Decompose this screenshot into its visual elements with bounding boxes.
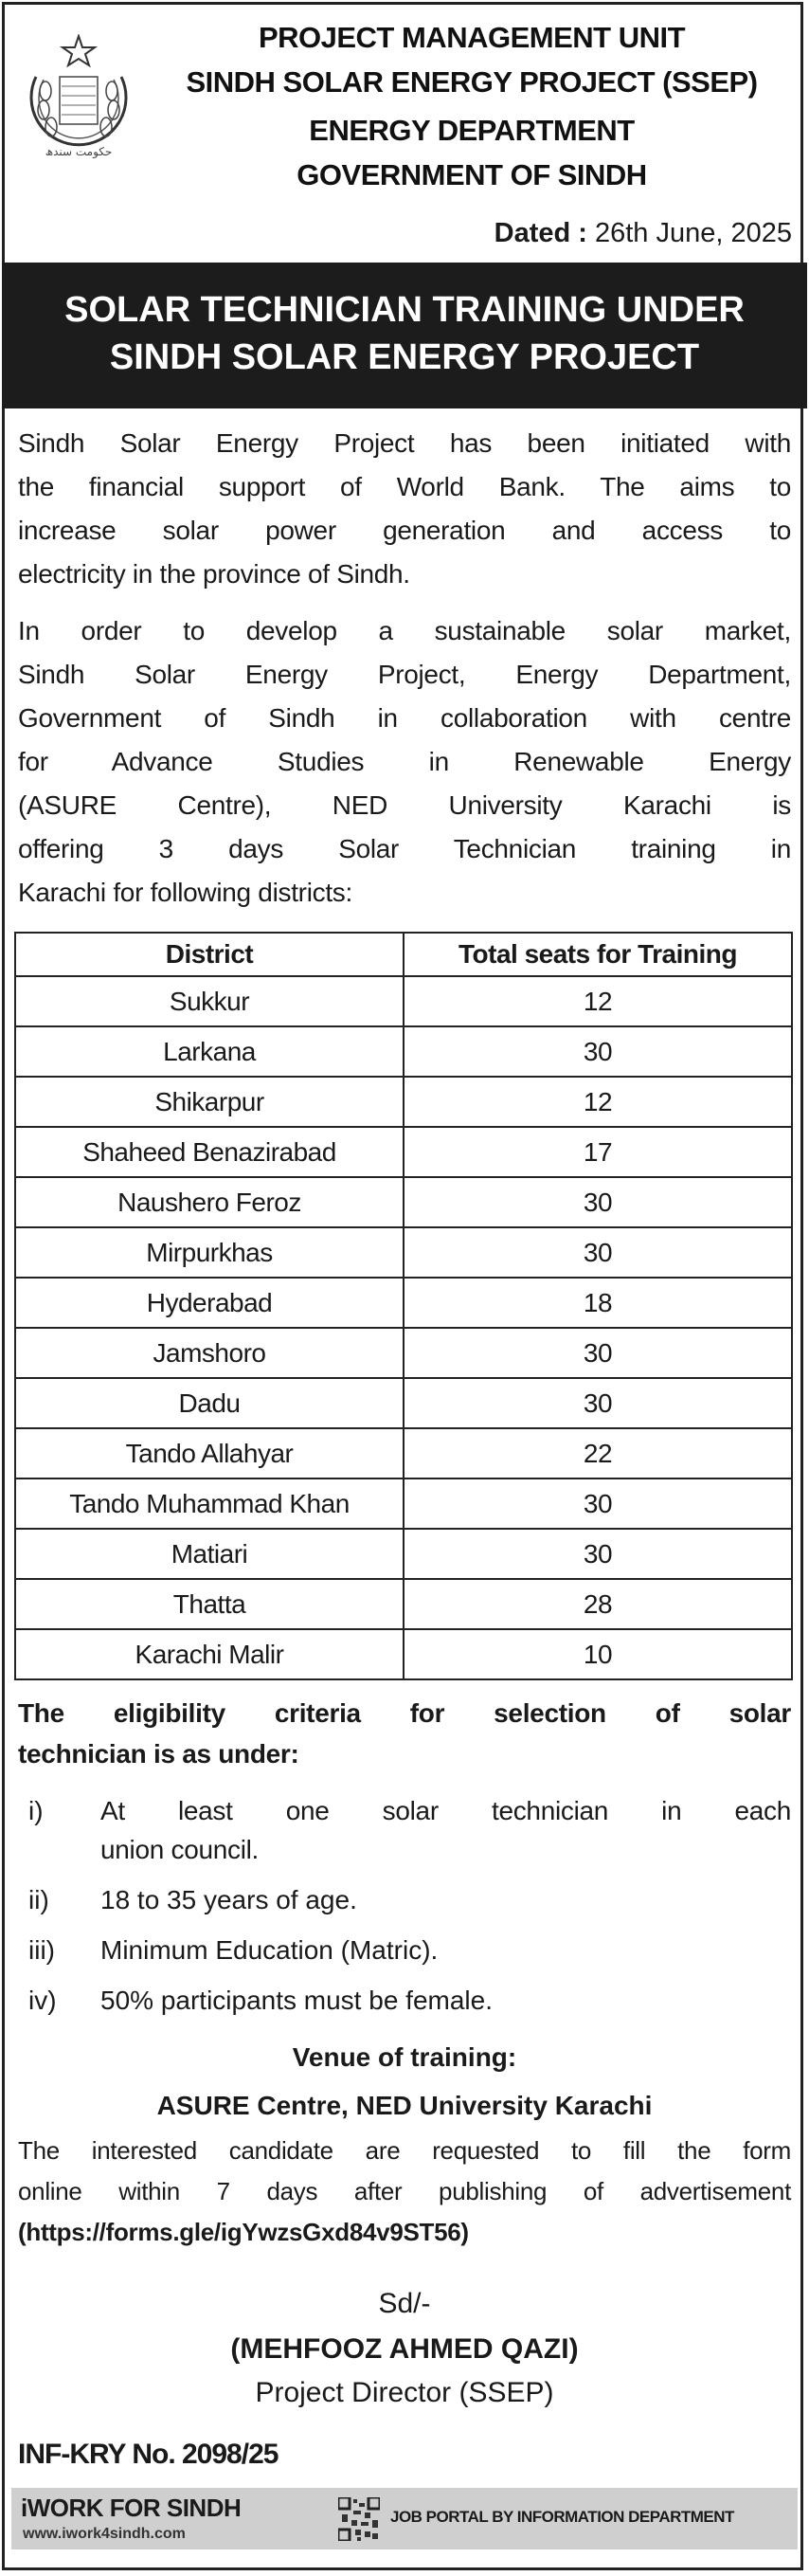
table-row: Larkana 30 bbox=[14, 1025, 793, 1078]
intro-paragraph-1: Sindh Solar Energy Project has been init… bbox=[18, 428, 791, 589]
instructions: The interested candidate are requested t… bbox=[18, 2131, 791, 2253]
signature-sd: Sd/- bbox=[378, 2288, 431, 2319]
date-line: Dated : 26th June, 2025 bbox=[494, 218, 792, 248]
table-row: Naushero Feroz 30 bbox=[14, 1176, 793, 1228]
table-row: Hyderabad 18 bbox=[14, 1277, 793, 1329]
seats-cell: 12 bbox=[403, 1076, 793, 1128]
district-cell: Tando Allahyar bbox=[14, 1427, 404, 1479]
seats-cell: 18 bbox=[403, 1277, 793, 1329]
list-item: ii) 18 to 35 years of age. bbox=[28, 1885, 357, 1914]
banner-line-1: SOLAR TECHNICIAN TRAINING UNDER bbox=[64, 290, 745, 330]
table-row: Shikarpur 12 bbox=[14, 1076, 793, 1128]
district-cell: Dadu bbox=[14, 1377, 404, 1429]
table-row: Sukkur 12 bbox=[14, 975, 793, 1027]
signatory-title: Project Director (SSEP) bbox=[255, 2377, 554, 2408]
column-header-seats: Total seats for Training bbox=[403, 932, 793, 977]
seats-cell: 28 bbox=[403, 1578, 793, 1630]
district-cell: Shaheed Benazirabad bbox=[14, 1126, 404, 1178]
header-line-government: GOVERNMENT OF SINDH bbox=[297, 158, 647, 191]
eligibility-heading: The eligibility criteria for selection o… bbox=[18, 1698, 791, 1769]
list-item: i) At least one solar technician in each… bbox=[28, 1796, 791, 1864]
job-portal-tagline: JOB PORTAL BY INFORMATION DEPARTMENT bbox=[390, 2508, 734, 2526]
header-line-energy-department: ENERGY DEPARTMENT bbox=[309, 114, 635, 147]
seats-cell: 30 bbox=[403, 1377, 793, 1429]
banner-line-2: SINDH SOLAR ENERGY PROJECT bbox=[109, 337, 700, 377]
seats-cell: 30 bbox=[403, 1176, 793, 1228]
seal-text: حکومت سندھ bbox=[45, 145, 113, 159]
district-cell: Mirpurkhas bbox=[14, 1226, 404, 1279]
iwork-logo: iWORK FOR SINDH bbox=[21, 2494, 242, 2522]
signatory-name: (MEHFOOZ AHMED QAZI) bbox=[230, 2333, 579, 2365]
table-row: Dadu 30 bbox=[14, 1377, 793, 1429]
table-row: Tando Muhammad Khan 30 bbox=[14, 1478, 793, 1530]
venue-value: ASURE Centre, NED University Karachi bbox=[156, 2091, 653, 2120]
seats-cell: 30 bbox=[403, 1327, 793, 1379]
seats-cell: 30 bbox=[403, 1025, 793, 1078]
district-cell: Shikarpur bbox=[14, 1076, 404, 1128]
website-link[interactable]: www.iwork4sindh.com bbox=[23, 2526, 186, 2542]
district-cell: Sukkur bbox=[14, 975, 404, 1027]
venue-heading: Venue of training: bbox=[292, 2042, 517, 2072]
table-row: Tando Allahyar 22 bbox=[14, 1427, 793, 1479]
table-row: Mirpurkhas 30 bbox=[14, 1226, 793, 1279]
district-cell: Tando Muhammad Khan bbox=[14, 1478, 404, 1530]
seats-cell: 10 bbox=[403, 1628, 793, 1680]
intro-paragraph-2: In order to develop a sustainable solar … bbox=[18, 616, 791, 907]
form-link[interactable]: (https://forms.gle/igYwzsGxd84v9ST56) bbox=[18, 2218, 469, 2246]
government-of-sindh-seal-icon: حکومت سندھ bbox=[29, 34, 128, 159]
table-row: Jamshoro 30 bbox=[14, 1327, 793, 1379]
seats-cell: 30 bbox=[403, 1478, 793, 1530]
seats-cell: 30 bbox=[403, 1528, 793, 1580]
column-header-district: District bbox=[14, 932, 404, 977]
seats-cell: 30 bbox=[403, 1226, 793, 1279]
iwork-for-sindh-footer: iWORK FOR SINDH www.iwork4sindh.com JOB … bbox=[11, 2488, 798, 2549]
district-cell: Matiari bbox=[14, 1528, 404, 1580]
district-cell: Karachi Malir bbox=[14, 1628, 404, 1680]
qr-code-icon bbox=[338, 2497, 380, 2541]
seats-cell: 17 bbox=[403, 1126, 793, 1178]
seats-cell: 22 bbox=[403, 1427, 793, 1479]
table-row: Shaheed Benazirabad 17 bbox=[14, 1126, 793, 1178]
district-cell: Thatta bbox=[14, 1578, 404, 1630]
header-line-pmu: PROJECT MANAGEMENT UNIT bbox=[258, 21, 686, 54]
district-cell: Jamshoro bbox=[14, 1327, 404, 1379]
district-seats-table: District Total seats for Training Sukkur… bbox=[14, 932, 793, 1680]
eligibility-list: i) At least one solar technician in each… bbox=[28, 1791, 791, 2020]
table-row: Matiari 30 bbox=[14, 1528, 793, 1580]
title-banner: SOLAR TECHNICIAN TRAINING UNDER SINDH SO… bbox=[2, 263, 807, 408]
list-item: iv) 50% participants must be female. bbox=[28, 1986, 493, 2015]
list-item: iii) Minimum Education (Matric). bbox=[28, 1935, 439, 1965]
reference-number: INF-KRY No. 2098/25 bbox=[18, 2439, 279, 2470]
district-cell: Hyderabad bbox=[14, 1277, 404, 1329]
table-row: Thatta 28 bbox=[14, 1578, 793, 1630]
header-line-ssep: SINDH SOLAR ENERGY PROJECT (SSEP) bbox=[186, 65, 758, 99]
table-row: Karachi Malir 10 bbox=[14, 1628, 793, 1680]
seats-cell: 12 bbox=[403, 975, 793, 1027]
table-header-row: District Total seats for Training bbox=[14, 932, 793, 977]
district-cell: Naushero Feroz bbox=[14, 1176, 404, 1228]
date-value: 26th June, 2025 bbox=[594, 218, 792, 248]
district-cell: Larkana bbox=[14, 1025, 404, 1078]
